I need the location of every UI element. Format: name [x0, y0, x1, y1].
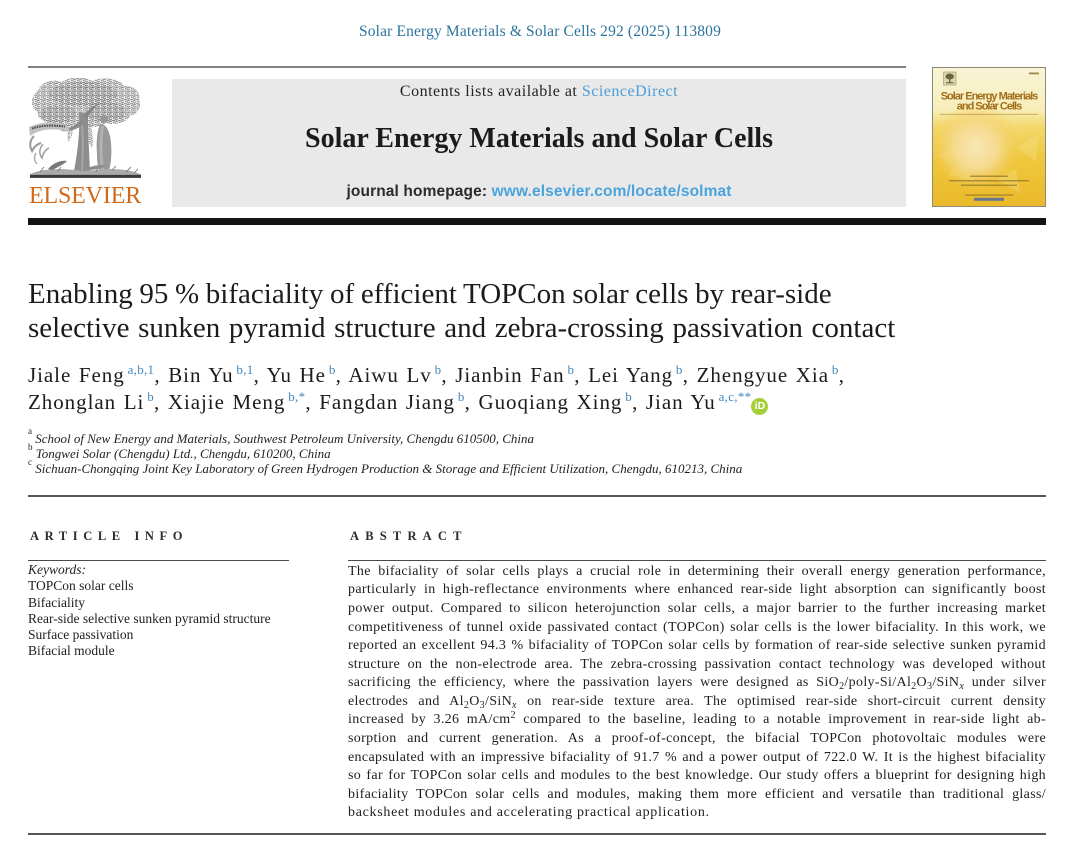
svg-text:and Solar Cells: and Solar Cells: [957, 101, 1022, 113]
svg-text:Solar Energy Materials: Solar Energy Materials: [941, 91, 1038, 103]
